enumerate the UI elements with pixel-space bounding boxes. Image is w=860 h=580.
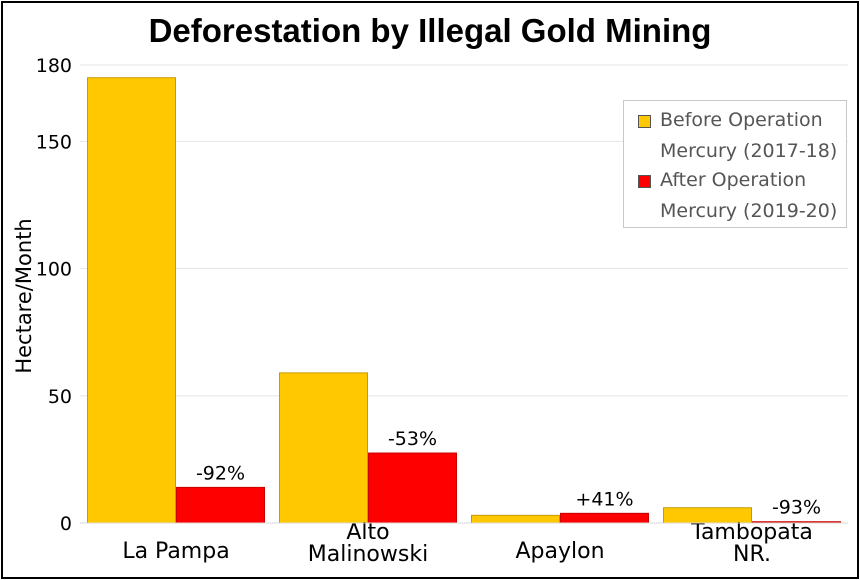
bar-after bbox=[368, 452, 457, 524]
y-axis-title: Hectare/Month bbox=[12, 218, 36, 373]
legend-line: Before Operation bbox=[660, 109, 823, 131]
legend-swatch-before bbox=[638, 115, 651, 128]
bar-after bbox=[560, 512, 649, 524]
data-label: -93% bbox=[772, 497, 821, 519]
legend: Before Operation Mercury (2017-18) After… bbox=[623, 100, 847, 228]
y-tick-label: 50 bbox=[48, 386, 72, 408]
category-label: NR. bbox=[733, 542, 771, 567]
bar-before bbox=[87, 77, 176, 524]
legend-text-before: Before Operation Mercury (2017-18) bbox=[660, 105, 850, 167]
category-label: Tambopata bbox=[690, 520, 813, 545]
legend-line: Mercury (2017-18) bbox=[660, 140, 838, 162]
data-label: -92% bbox=[196, 462, 245, 484]
legend-line: Mercury (2019-20) bbox=[660, 200, 838, 222]
bar-after bbox=[176, 486, 265, 524]
y-tick-label: 0 bbox=[60, 513, 72, 535]
legend-text-after: After Operation Mercury (2019-20) bbox=[660, 165, 850, 227]
category-label: Apaylon bbox=[515, 539, 604, 564]
y-tick-label: 100 bbox=[36, 259, 72, 281]
y-tick-label: 150 bbox=[36, 131, 72, 153]
bar-before bbox=[279, 372, 368, 524]
data-label: +41% bbox=[575, 488, 633, 510]
y-tick-label: 180 bbox=[36, 55, 72, 77]
legend-line: After Operation bbox=[660, 169, 807, 191]
bar-before bbox=[471, 514, 560, 524]
category-label: Alto bbox=[346, 520, 389, 545]
data-label: -53% bbox=[388, 428, 437, 450]
category-label: Malinowski bbox=[308, 542, 428, 567]
chart-title: Deforestation by Illegal Gold Mining bbox=[148, 12, 712, 49]
category-label: La Pampa bbox=[122, 539, 229, 564]
legend-swatch-after bbox=[638, 175, 651, 188]
